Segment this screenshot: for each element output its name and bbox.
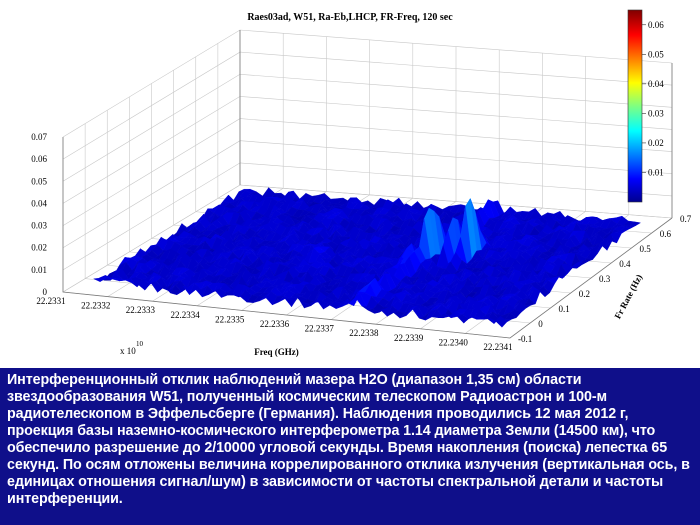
chart-title: Raes03ad, W51, Ra-Eb,LHCP, FR-Freq, 120 … <box>247 12 453 23</box>
z-tick-label: 0 <box>43 287 48 297</box>
y-tick-label: 0.3 <box>599 274 611 284</box>
y-tick-label: 0.4 <box>619 259 631 269</box>
x-tick-label: 22.2335 <box>215 314 245 324</box>
z-tick-label: 0.04 <box>31 198 47 208</box>
colorbar-gradient <box>627 9 643 203</box>
y-tick-label: 0.1 <box>559 304 570 314</box>
surface-plot: 22.2331 22.2332 22.2333 22.2334 22.2335 22.23… <box>31 9 692 357</box>
colorbar-tick-label: 0.01 <box>648 167 664 177</box>
y-tick-label: 0 <box>538 319 543 329</box>
surface-cell <box>495 315 508 328</box>
z-tick-label: 0.01 <box>31 265 47 275</box>
x-tick-label: 22.2337 <box>305 324 335 334</box>
caption-text: Интерференционный отклик наблюдений мазе… <box>7 372 690 507</box>
colorbar-tick-label: 0.05 <box>648 49 664 59</box>
x-tick-label: 22.2334 <box>170 310 200 320</box>
z-tick-label: 0.05 <box>31 176 47 186</box>
y-tick-label: 0.2 <box>579 289 590 299</box>
x-multiplier: x 10 <box>120 346 136 356</box>
colorbar-tick-label: 0.03 <box>648 108 664 118</box>
x-tick-label: 22.2340 <box>439 337 469 347</box>
z-tick-label: 0.03 <box>31 221 47 231</box>
x-axis-title: Freq (GHz) <box>254 347 299 357</box>
y-axis-title: Fr Rate (Hz) <box>612 273 644 321</box>
y-tick-label: 0.6 <box>660 229 672 239</box>
colorbar-tick-label: 0.02 <box>648 138 664 148</box>
colorbar-tick-label: 0.04 <box>648 79 664 89</box>
z-tick-label: 0.02 <box>31 243 47 253</box>
x-tick-label: 22.2339 <box>394 333 424 343</box>
x-tick-label: 22.2331 <box>36 296 65 306</box>
plot-area: 22.2331 22.2332 22.2333 22.2334 22.2335 22.23… <box>31 9 692 357</box>
x-multiplier-exponent: 10 <box>136 340 144 348</box>
colorbar: 0.01 0.02 0.03 0.04 0.05 0.06 <box>627 9 664 203</box>
y-tick-label: -0.1 <box>518 334 532 344</box>
z-tick-label: 0.07 <box>31 132 47 142</box>
x-tick-label: 22.2341 <box>483 342 512 352</box>
y-tick-label: 0.5 <box>640 244 652 254</box>
colorbar-tick-label: 0.06 <box>648 20 664 30</box>
surface-layer <box>92 187 642 328</box>
x-tick-label: 22.2332 <box>81 301 110 311</box>
caption-panel: Интерференционный отклик наблюдений мазе… <box>0 368 700 525</box>
y-tick-label: 0.7 <box>680 214 692 224</box>
x-tick-label: 22.2338 <box>349 328 379 338</box>
z-tick-label: 0.06 <box>31 154 47 164</box>
x-tick-label: 22.2333 <box>126 305 156 315</box>
x-tick-label: 22.2336 <box>260 319 290 329</box>
